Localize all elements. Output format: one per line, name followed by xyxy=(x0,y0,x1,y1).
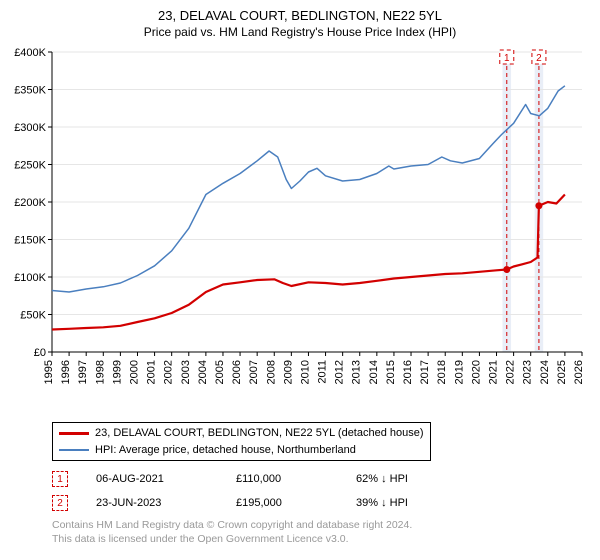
legend-label: HPI: Average price, detached house, Nort… xyxy=(95,442,356,459)
marker-price: £195,000 xyxy=(236,497,356,509)
svg-text:2007: 2007 xyxy=(248,360,260,384)
line-chart-svg: £0 £50K £100K £150K £200K £250K £300K £350K £400… xyxy=(8,46,592,416)
svg-text:2008: 2008 xyxy=(265,360,277,384)
svg-text:£250K: £250K xyxy=(14,160,46,172)
legend: 23, DELAVAL COURT, BEDLINGTON, NE22 5YL … xyxy=(52,422,431,461)
svg-text:2016: 2016 xyxy=(402,360,414,384)
marker-row: 2 23-JUN-2023£195,00039% ↓ HPI xyxy=(52,495,592,511)
sale-markers-table: 1 06-AUG-2021£110,00062% ↓ HPI 2 23-JUN-202… xyxy=(52,471,592,511)
svg-text:1998: 1998 xyxy=(94,360,106,384)
svg-text:2023: 2023 xyxy=(522,360,534,384)
svg-text:£350K: £350K xyxy=(14,85,46,97)
svg-text:1996: 1996 xyxy=(60,360,72,384)
marker-date: 23-JUN-2023 xyxy=(96,497,236,509)
svg-text:2012: 2012 xyxy=(334,360,346,384)
marker-delta: 62% ↓ HPI xyxy=(356,473,476,485)
svg-text:2003: 2003 xyxy=(180,360,192,384)
svg-text:2026: 2026 xyxy=(573,360,585,384)
marker-price: £110,000 xyxy=(236,473,356,485)
marker-delta: 39% ↓ HPI xyxy=(356,497,476,509)
svg-text:1999: 1999 xyxy=(111,360,123,384)
chart-container: 23, DELAVAL COURT, BEDLINGTON, NE22 5YL … xyxy=(0,0,600,560)
svg-text:£150K: £150K xyxy=(14,235,46,247)
svg-text:2005: 2005 xyxy=(214,360,226,384)
svg-text:2015: 2015 xyxy=(385,360,397,384)
marker-number-box: 2 xyxy=(52,495,68,511)
legend-item: 23, DELAVAL COURT, BEDLINGTON, NE22 5YL … xyxy=(59,425,424,442)
svg-text:2010: 2010 xyxy=(299,360,311,384)
svg-text:2018: 2018 xyxy=(436,360,448,384)
svg-text:2002: 2002 xyxy=(163,360,175,384)
svg-text:2011: 2011 xyxy=(317,360,329,384)
marker-number-box: 1 xyxy=(52,471,68,487)
svg-text:2000: 2000 xyxy=(128,360,140,384)
legend-label: 23, DELAVAL COURT, BEDLINGTON, NE22 5YL … xyxy=(95,425,424,442)
svg-text:£100K: £100K xyxy=(14,272,46,284)
legend-swatch xyxy=(59,449,89,451)
svg-text:2017: 2017 xyxy=(419,360,431,384)
svg-text:2004: 2004 xyxy=(197,360,209,384)
svg-text:1: 1 xyxy=(504,53,510,64)
attribution-line: Contains HM Land Registry data © Crown c… xyxy=(52,519,592,533)
svg-text:2021: 2021 xyxy=(488,360,500,384)
svg-text:1997: 1997 xyxy=(77,360,89,384)
svg-text:2009: 2009 xyxy=(282,360,294,384)
svg-text:2001: 2001 xyxy=(146,360,158,384)
marker-row: 1 06-AUG-2021£110,00062% ↓ HPI xyxy=(52,471,592,487)
svg-text:£300K: £300K xyxy=(14,122,46,134)
svg-text:2022: 2022 xyxy=(505,360,517,384)
svg-text:2024: 2024 xyxy=(539,360,551,384)
svg-text:2013: 2013 xyxy=(351,360,363,384)
svg-text:2: 2 xyxy=(536,53,542,64)
svg-text:2020: 2020 xyxy=(470,360,482,384)
svg-text:£400K: £400K xyxy=(14,47,46,59)
svg-text:2014: 2014 xyxy=(368,360,380,384)
legend-swatch xyxy=(59,432,89,435)
svg-text:1995: 1995 xyxy=(43,360,55,384)
legend-item: HPI: Average price, detached house, Nort… xyxy=(59,442,424,459)
svg-text:2019: 2019 xyxy=(453,360,465,384)
svg-text:£50K: £50K xyxy=(20,310,46,322)
svg-text:£0: £0 xyxy=(34,347,46,359)
marker-date: 06-AUG-2021 xyxy=(96,473,236,485)
attribution: Contains HM Land Registry data © Crown c… xyxy=(52,519,592,546)
chart-subtitle: Price paid vs. HM Land Registry's House … xyxy=(8,25,592,41)
chart-title: 23, DELAVAL COURT, BEDLINGTON, NE22 5YL xyxy=(8,8,592,25)
svg-text:2006: 2006 xyxy=(231,360,243,384)
attribution-line: This data is licensed under the Open Gov… xyxy=(52,533,592,547)
svg-text:2025: 2025 xyxy=(556,360,568,384)
chart-area: £0 £50K £100K £150K £200K £250K £300K £350K £400… xyxy=(8,46,592,416)
svg-text:£200K: £200K xyxy=(14,197,46,209)
